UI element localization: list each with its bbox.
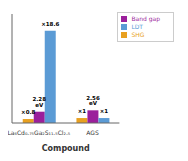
svg-text:2.56eV: 2.56eV [86,95,100,107]
html-text:LDT: LDT [131,23,143,30]
svg-text:AGS: AGS [86,129,99,136]
html-text:SHG: SHG [131,31,145,38]
svg-text:×18.6: ×18.6 [41,21,59,27]
svg-text:×1: ×1 [78,108,87,114]
html-text:Band gap: Band gap [131,15,160,22]
svg-text:×1: ×1 [100,108,109,114]
svg-text:×0.8: ×0.8 [21,109,36,115]
svg-text:2.28eV: 2.28eV [32,96,46,108]
svg-text:Compound: Compound [42,144,90,153]
svg-text:La₆Cd₀.₇₅Ga₂S₁₁.₅Cl₂.₅: La₆Cd₀.₇₅Ga₂S₁₁.₅Cl₂.₅ [8,129,71,136]
